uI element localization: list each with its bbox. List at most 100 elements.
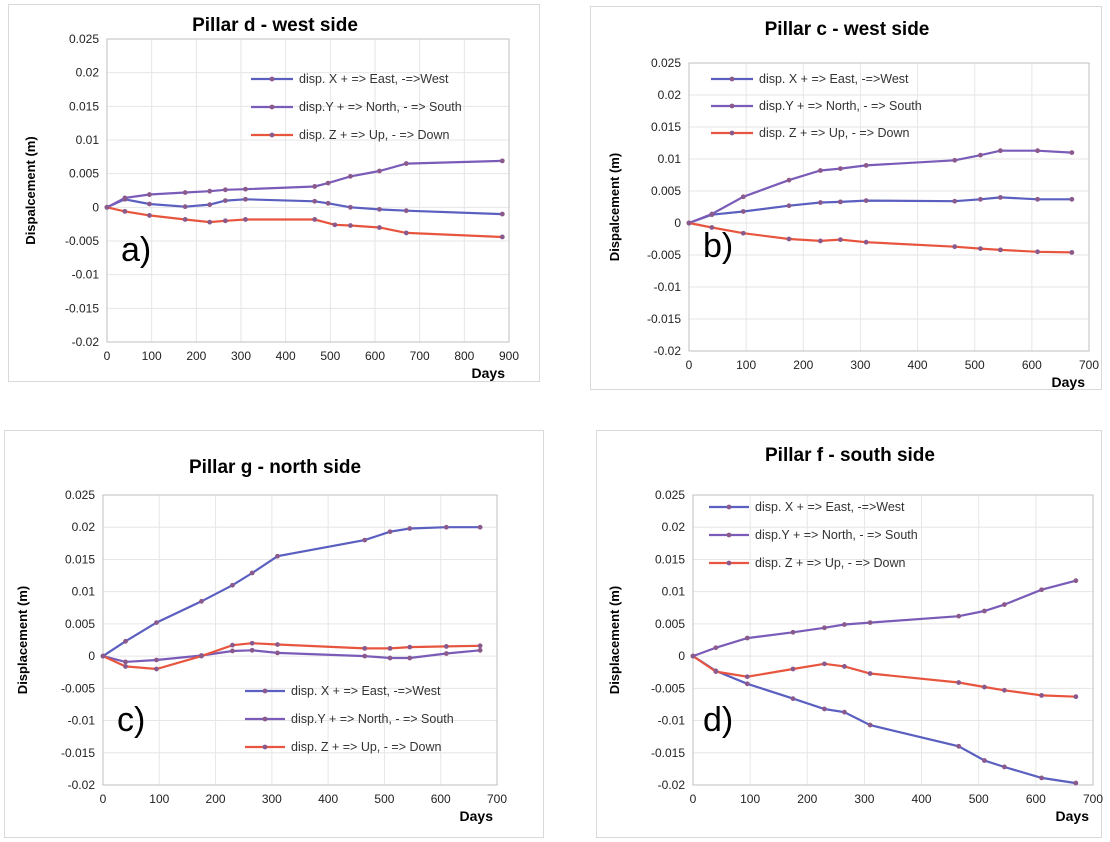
data-point <box>275 642 280 647</box>
y-tick-label: 0.02 <box>72 520 96 534</box>
y-tick-label: 0 <box>92 200 99 214</box>
y-tick-label: 0.02 <box>658 88 682 102</box>
legend-marker <box>726 532 732 538</box>
data-point <box>275 650 280 656</box>
data-point <box>377 225 382 230</box>
data-point <box>443 651 449 656</box>
data-point <box>403 230 409 236</box>
x-tick-label: 500 <box>320 349 340 363</box>
data-point <box>1039 587 1044 593</box>
data-point <box>275 553 280 559</box>
data-point <box>477 524 483 530</box>
data-point <box>387 645 393 651</box>
data-point <box>863 239 869 245</box>
data-point <box>377 168 382 174</box>
data-point <box>1039 693 1044 698</box>
data-point <box>998 148 1003 154</box>
data-point <box>952 244 958 250</box>
panel-letter: d) <box>703 701 733 739</box>
y-tick-label: -0.015 <box>65 301 99 315</box>
x-tick-label: 100 <box>142 349 162 363</box>
data-point <box>249 640 255 646</box>
data-point <box>477 643 483 649</box>
y-axis-label: Displacement (m) <box>607 586 622 694</box>
data-point <box>822 706 827 712</box>
y-tick-label: 0.005 <box>69 167 99 181</box>
data-point <box>362 645 368 651</box>
data-point <box>709 225 715 230</box>
series-line-3 <box>692 655 1076 698</box>
legend-marker <box>729 103 735 109</box>
data-point <box>387 655 393 661</box>
y-axis-label: Dispalcement (m) <box>23 136 38 244</box>
legend-entry: disp. X + => East, -=>West <box>759 72 909 86</box>
data-point <box>1002 687 1007 693</box>
x-tick-label: 0 <box>104 349 111 363</box>
data-point <box>740 230 746 236</box>
x-tick-label: 500 <box>969 792 989 806</box>
data-point <box>744 635 750 641</box>
legend-entry: disp. Z + => Up, - => Down <box>755 556 905 570</box>
data-point <box>863 163 869 168</box>
data-point <box>1069 250 1075 255</box>
x-tick-label: 300 <box>850 358 870 372</box>
data-point <box>123 664 128 669</box>
y-tick-label: 0.005 <box>65 617 95 631</box>
chart-panel-a: Pillar d - west side 0.025 0.02 0.015 0.01 0.… <box>8 4 540 382</box>
y-tick-label: -0.01 <box>68 714 96 728</box>
y-tick-label: -0.005 <box>65 234 99 248</box>
data-point <box>207 202 213 208</box>
y-tick-label: 0.025 <box>655 488 685 502</box>
y-tick-label: 0.025 <box>651 56 681 70</box>
data-point <box>362 537 368 543</box>
chart-b-svg: Pillar c - west side 0.025 0.02 0.015 0.01 0.… <box>607 19 1099 390</box>
x-tick-label: 0 <box>690 792 697 806</box>
data-point <box>790 696 796 702</box>
data-point <box>998 195 1003 200</box>
data-point <box>249 647 255 653</box>
legend-entry: disp. X + => East, -=>West <box>755 500 905 514</box>
x-axis-label: Days <box>1052 374 1086 390</box>
legend-entry: disp. Z + => Up, - => Down <box>299 128 449 142</box>
legend-entry: disp. X + => East, -=>West <box>291 684 441 698</box>
data-point <box>222 198 228 204</box>
plot-area <box>692 494 1094 786</box>
data-point <box>982 758 987 763</box>
data-point <box>499 211 505 217</box>
data-point <box>1002 602 1007 607</box>
x-axis-label: Days <box>460 808 494 824</box>
x-tick-label: 200 <box>793 358 813 372</box>
x-tick-label: 700 <box>1079 358 1099 372</box>
x-tick-label: 400 <box>276 349 296 363</box>
data-point <box>207 219 213 225</box>
data-point <box>312 217 318 222</box>
series-line-2 <box>102 649 481 664</box>
chart-title: Pillar d - west side <box>192 15 358 36</box>
y-tick-label: 0.025 <box>65 488 95 502</box>
y-tick-label: 0.01 <box>662 585 686 599</box>
y-tick-label: -0.005 <box>647 248 681 262</box>
x-axis-label: Days <box>1056 808 1090 824</box>
y-axis-label: Displacement (m) <box>15 586 30 694</box>
data-point <box>842 709 847 715</box>
chart-d-svg: Pillar f - south side 0.025 0.02 0.015 0.01 0… <box>607 445 1103 824</box>
series-line-3 <box>102 642 481 671</box>
data-point <box>998 247 1003 253</box>
data-point <box>956 743 962 749</box>
data-point <box>978 246 983 252</box>
data-point <box>822 625 827 631</box>
data-point <box>978 196 983 202</box>
panel-letter: c) <box>117 701 145 739</box>
x-tick-label: 600 <box>1022 358 1042 372</box>
data-point <box>1073 694 1079 700</box>
data-point <box>786 203 792 209</box>
data-point <box>1035 196 1040 202</box>
data-point <box>818 168 823 173</box>
data-point <box>952 157 958 163</box>
y-tick-label: -0.015 <box>647 312 681 326</box>
series-line-2 <box>688 149 1072 225</box>
legend-entry: disp.Y + => North, - => South <box>755 528 918 542</box>
x-tick-label: 900 <box>499 349 519 363</box>
x-tick-label: 500 <box>965 358 985 372</box>
plot-area <box>688 62 1090 352</box>
